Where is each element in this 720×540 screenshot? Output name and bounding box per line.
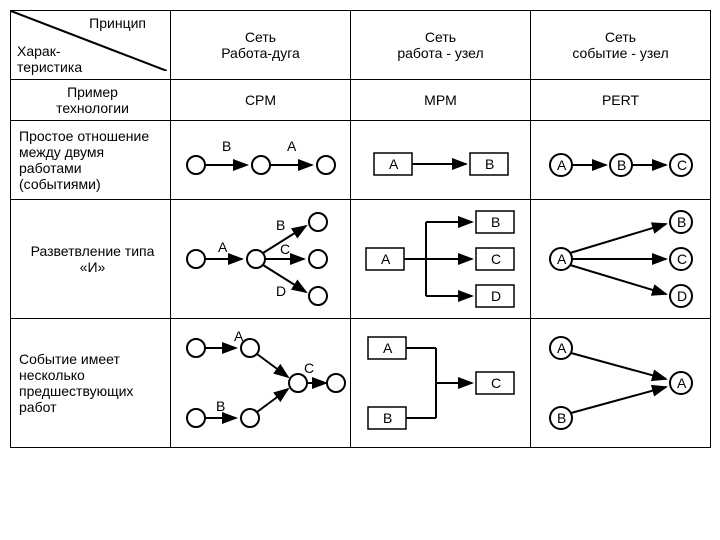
svg-text:B: B xyxy=(491,214,500,230)
svg-text:D: D xyxy=(491,288,501,304)
event-pert: A B A xyxy=(531,319,711,448)
tech-pert: PERT xyxy=(531,80,711,121)
svg-text:C: C xyxy=(280,241,290,257)
event-cpm: A B C xyxy=(171,319,351,448)
svg-text:B: B xyxy=(222,138,231,154)
svg-text:D: D xyxy=(677,288,687,304)
svg-text:B: B xyxy=(216,398,225,414)
branch-mpm: A B C D xyxy=(351,200,531,319)
comparison-table: Принцип Харак-теристика СетьРабота-дуга … xyxy=(10,10,711,448)
svg-text:A: A xyxy=(557,251,567,267)
svg-text:B: B xyxy=(617,157,626,173)
row-branch: Разветвление типа «И» A B C D xyxy=(11,200,711,319)
simple-pert: A B C xyxy=(531,121,711,200)
svg-text:C: C xyxy=(491,251,501,267)
header-col2: Сетьработа - узел xyxy=(351,11,531,80)
event-mpm: A B C xyxy=(351,319,531,448)
header-col3: Сетьсобытие - узел xyxy=(531,11,711,80)
branch-cpm: A B C D xyxy=(171,200,351,319)
header-col1: СетьРабота-дуга xyxy=(171,11,351,80)
row-event-label: Событие имеет несколько предшествующих р… xyxy=(11,319,171,448)
svg-text:A: A xyxy=(557,340,567,356)
svg-text:A: A xyxy=(381,251,391,267)
svg-text:D: D xyxy=(276,283,286,299)
svg-text:B: B xyxy=(677,214,686,230)
svg-text:A: A xyxy=(677,375,687,391)
header-corner: Принцип Харак-теристика xyxy=(11,11,171,80)
row-branch-label: Разветвление типа «И» xyxy=(11,200,171,319)
table-header-row: Принцип Харак-теристика СетьРабота-дуга … xyxy=(11,11,711,80)
simple-mpm: A B xyxy=(351,121,531,200)
svg-text:A: A xyxy=(218,239,228,255)
tech-cpm: CPM xyxy=(171,80,351,121)
simple-cpm: B A xyxy=(171,121,351,200)
svg-text:B: B xyxy=(383,410,392,426)
row-simple-label: Простое отношение между двумя работами (… xyxy=(11,121,171,200)
row-tech-label: Примертехнологии xyxy=(11,80,171,121)
svg-text:A: A xyxy=(287,138,297,154)
svg-text:B: B xyxy=(276,217,285,233)
svg-text:A: A xyxy=(557,157,567,173)
row-simple: Простое отношение между двумя работами (… xyxy=(11,121,711,200)
tech-mpm: MPM xyxy=(351,80,531,121)
svg-text:C: C xyxy=(491,375,501,391)
row-technology: Примертехнологии CPM MPM PERT xyxy=(11,80,711,121)
svg-text:B: B xyxy=(557,410,566,426)
row-event: Событие имеет несколько предшествующих р… xyxy=(11,319,711,448)
svg-text:C: C xyxy=(677,251,687,267)
svg-text:A: A xyxy=(383,340,393,356)
svg-text:A: A xyxy=(389,156,399,172)
svg-text:B: B xyxy=(485,156,494,172)
header-principle: Принцип xyxy=(89,15,146,31)
header-characteristic: Харак-теристика xyxy=(17,43,82,75)
branch-pert: A B C D xyxy=(531,200,711,319)
svg-text:C: C xyxy=(677,157,687,173)
svg-text:C: C xyxy=(304,360,314,376)
